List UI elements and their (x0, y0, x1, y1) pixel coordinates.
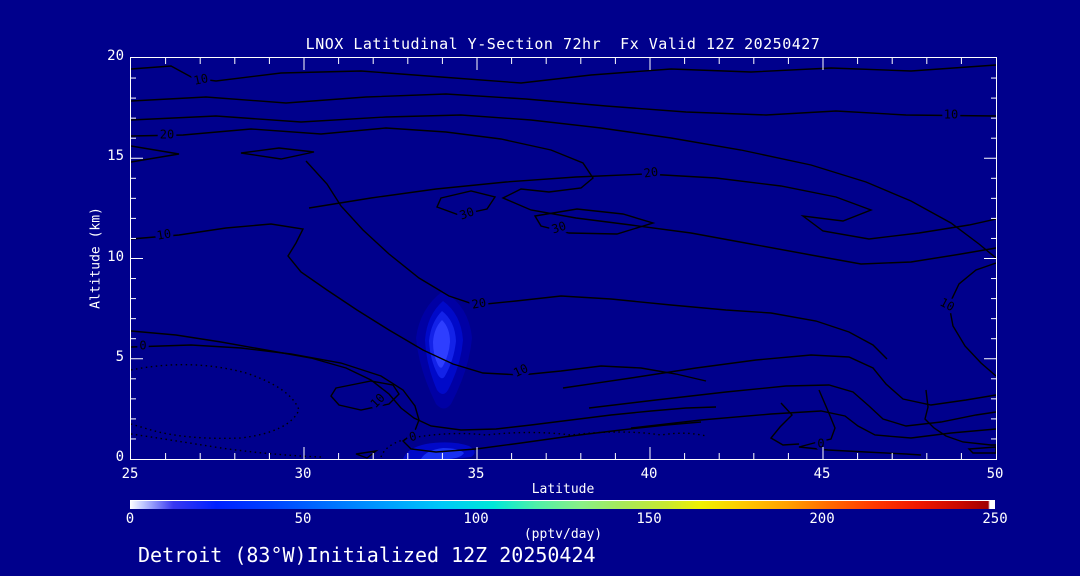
contour-label: 0 (408, 429, 419, 444)
contour-label: 20 (471, 295, 488, 311)
colorbar-tick-label: 0 (125, 511, 135, 527)
contour-line-level-10 (330, 380, 400, 411)
contour-line-level-30 (533, 208, 656, 235)
contour-line-level-10 (562, 354, 996, 406)
contour-label: 10 (511, 361, 530, 380)
contour-label: 20 (643, 165, 659, 181)
contour-line-level-10 (630, 410, 996, 439)
contour-line-level-0 (355, 449, 379, 459)
plot-area: 10 10 20 20 30 30 10 20 10 10 10 0 0 0 (130, 57, 997, 460)
contour-line-level-10 (131, 93, 996, 117)
contour-label: 30 (550, 219, 568, 237)
x-tick-label: 25 (121, 466, 139, 482)
x-tick-label: 35 (467, 466, 485, 482)
x-tick-label: 30 (294, 466, 312, 482)
shaded-region-plume-core (433, 320, 450, 368)
plot-title: LNOX Latitudinal Y-Section 72hr Fx Valid… (305, 35, 821, 53)
contour-line-level-20 (131, 127, 996, 265)
colorbar-tick-label: 100 (463, 511, 489, 527)
y-tick-label: 5 (115, 348, 124, 365)
colorbar-tick-label: 50 (294, 511, 312, 527)
contour-line-level-0 (131, 363, 300, 440)
contour-line-level-10 (131, 330, 717, 431)
contour-label: 0 (139, 339, 146, 353)
contour-line-level-10 (948, 262, 996, 377)
contour-label: 10 (944, 108, 958, 122)
contour-line-level-20 (131, 145, 180, 163)
y-tick-label: 10 (107, 248, 124, 265)
x-tick-label: 45 (813, 466, 831, 482)
contour-line-level-10 (131, 64, 996, 84)
contour-line-level-10 (588, 384, 996, 427)
contour-line-level-20 (308, 173, 996, 240)
y-tick-label: 0 (115, 449, 124, 465)
colorbar-units-label: (pptv/day) (523, 527, 603, 542)
contour-label: 10 (192, 71, 209, 88)
colorbar-tick-label: 150 (636, 511, 662, 527)
contour-line-level-0 (131, 344, 702, 453)
x-tick-label: 50 (986, 466, 1004, 482)
contour-line-level-0 (131, 433, 322, 458)
contour-line-level-0 (769, 402, 800, 446)
colorbar (130, 500, 995, 509)
x-axis-label: Latitude (531, 482, 595, 497)
contour-line-level-0 (924, 389, 996, 446)
contour-line-level-20 (240, 147, 315, 160)
contour-line-level-10 (131, 223, 707, 382)
contour-line-level-0 (967, 446, 996, 454)
contour-line-level-20 (305, 160, 888, 360)
colorbar-tick-label: 200 (809, 511, 835, 527)
annotation-initialized: Detroit (83°W)Initialized 12Z 20250424 (138, 543, 596, 567)
contour-label: 30 (458, 204, 476, 222)
contour-line-level-0 (380, 431, 707, 458)
y-tick-label: 15 (107, 148, 124, 165)
x-tick-label: 40 (640, 466, 658, 482)
contour-line-level-20 (131, 114, 996, 259)
contour-line-level-30 (436, 190, 497, 216)
contour-label: 0 (817, 437, 824, 451)
contour-label: 20 (160, 128, 174, 142)
contour-label: 10 (938, 295, 957, 314)
colorbar-tick-label: 250 (982, 511, 1008, 527)
contour-line-level-0 (798, 389, 922, 456)
contour-label: 10 (156, 226, 173, 242)
y-tick-label: 20 (107, 48, 124, 64)
